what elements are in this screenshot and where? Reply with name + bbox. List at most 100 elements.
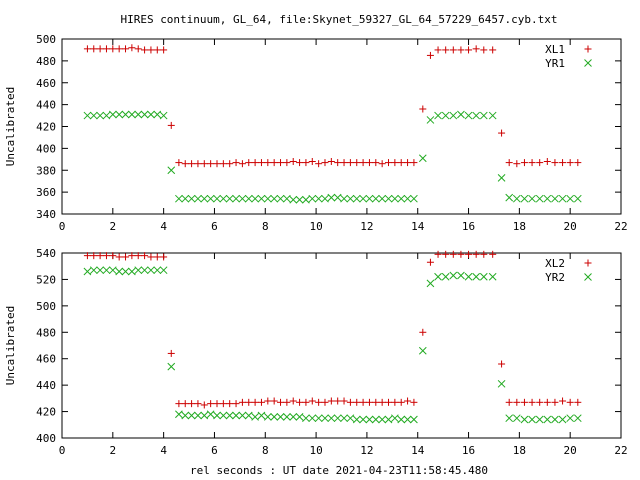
bottom-xl2-point: [334, 397, 342, 405]
top-yr1-point-stroke: [528, 194, 536, 203]
top-xl1-point: [194, 160, 202, 168]
bottom-xl2-point: [365, 398, 373, 406]
bottom-yr2-point: [378, 415, 387, 424]
top-xl1-point: [543, 158, 551, 165]
bottom-yr2-point: [167, 362, 176, 371]
bottom-x-tick-label: 6: [211, 444, 218, 457]
bottom-yr2-point-stroke: [397, 415, 406, 424]
bottom-xl2-point: [465, 250, 473, 258]
top-xl1-point: [232, 159, 240, 167]
bottom-yr2-point: [333, 414, 342, 423]
bottom-xl2-point: [559, 397, 567, 405]
bottom-yr2-point-stroke: [314, 414, 323, 423]
top-xl1-point: [283, 159, 291, 167]
top-yr1-point: [352, 194, 361, 203]
top-yr1-point: [244, 194, 253, 203]
bottom-xl2-point: [340, 397, 348, 405]
bottom-yr2-point: [276, 413, 285, 421]
top-y-tick-label: 500: [36, 33, 56, 46]
bottom-yr2-point-stroke: [308, 414, 317, 423]
bottom-yr2-point: [96, 266, 104, 275]
top-y-tick-label: 400: [36, 142, 56, 155]
top-yr1-point: [359, 194, 367, 203]
top-yr1-point: [102, 111, 111, 120]
top-xl1-point: [426, 51, 434, 59]
bottom-yr2-point-stroke: [488, 272, 497, 281]
top-xl1-point: [277, 159, 285, 167]
top-yr1-point-stroke: [244, 194, 253, 203]
top-x-tick-label: 20: [564, 220, 577, 233]
top-yr1-point: [89, 111, 98, 120]
bottom-yr2-point: [108, 266, 117, 275]
bottom-yr2-point: [159, 266, 168, 275]
top-yr1-point: [333, 193, 342, 202]
top-yr1-point: [283, 194, 291, 203]
top-yr1-point-stroke: [397, 194, 406, 203]
top-yr1-point-stroke: [410, 194, 418, 203]
top-yr1-point-stroke: [102, 111, 111, 120]
bottom-yr2-point: [187, 411, 196, 420]
top-xl1-point: [147, 46, 155, 54]
bottom-yr2-point-stroke: [302, 414, 310, 423]
top-x-tick-label: 12: [360, 220, 373, 233]
bottom-yr2-point-stroke: [327, 414, 336, 423]
top-x-tick-label: 16: [462, 220, 475, 233]
bottom-yr2-point: [321, 414, 329, 423]
top-yr1-point: [410, 194, 418, 203]
top-xl1-point: [153, 46, 161, 54]
top-yr1-point: [418, 154, 427, 163]
bottom-yr2-point-stroke: [434, 272, 442, 281]
top-yr1-point: [449, 111, 458, 120]
bottom-yr2-point-stroke: [391, 414, 399, 423]
bottom-yr2-point: [488, 272, 497, 281]
bottom-yr2-point-stroke: [410, 415, 418, 424]
top-yr1-point: [327, 193, 336, 202]
bottom-yr2-point: [397, 415, 406, 424]
top-xl1-point: [175, 159, 183, 167]
bottom-y-tick-label: 460: [36, 353, 56, 366]
bottom-xl2-point: [434, 250, 442, 258]
bottom-yr2-point-stroke: [426, 279, 435, 288]
top-yr1-point: [194, 194, 202, 203]
bottom-yr2-point: [528, 415, 536, 424]
top-xl1-point: [559, 159, 567, 167]
top-yr1-point: [479, 111, 488, 120]
bottom-yr2-point: [573, 414, 582, 423]
top-yr1-point: [434, 111, 442, 120]
top-xl1-point: [365, 159, 373, 167]
top-xl1-point: [520, 159, 528, 167]
top-yr1-point-stroke: [543, 194, 552, 203]
bottom-yr2-point-stroke: [108, 266, 117, 275]
top-yr1-point-stroke: [175, 194, 183, 203]
top-xl1-point: [465, 46, 473, 54]
top-xl1-point: [219, 160, 227, 168]
top-yr1-point-stroke: [128, 110, 136, 119]
top-yr1-point: [128, 110, 136, 119]
top-yr1-point: [520, 194, 529, 203]
top-xl1-point: [340, 159, 348, 167]
bottom-yr2-point: [102, 266, 111, 275]
top-yr1-point-stroke: [464, 111, 473, 120]
top-x-tick-label: 0: [59, 220, 66, 233]
top-yr1-point: [115, 110, 124, 119]
bottom-xl2-point: [489, 250, 497, 258]
bottom-xl2-point: [194, 400, 202, 408]
bottom-xl2-point: [226, 400, 234, 408]
bottom-yr2-point-stroke: [115, 267, 124, 276]
top-y-tick-label: 480: [36, 55, 56, 68]
bottom-y-tick-label: 540: [36, 247, 56, 260]
bottom-yr2-point: [359, 415, 367, 424]
top-yr1-point-stroke: [558, 194, 567, 203]
bottom-yr2-point: [520, 415, 529, 424]
top-yr1-point-stroke: [497, 174, 506, 182]
bottom-xl2-point: [251, 398, 259, 406]
bottom-xl2-point: [419, 328, 427, 336]
bottom-x-tick-label: 14: [411, 444, 425, 457]
top-yr1-point-stroke: [488, 111, 497, 120]
top-yr1-point-stroke: [472, 111, 481, 120]
top-xl1-point: [434, 46, 442, 54]
top-yr1-point-stroke: [219, 194, 228, 203]
bottom-yr2-point-stroke: [232, 411, 240, 420]
bottom-xl2-point: [457, 250, 465, 258]
